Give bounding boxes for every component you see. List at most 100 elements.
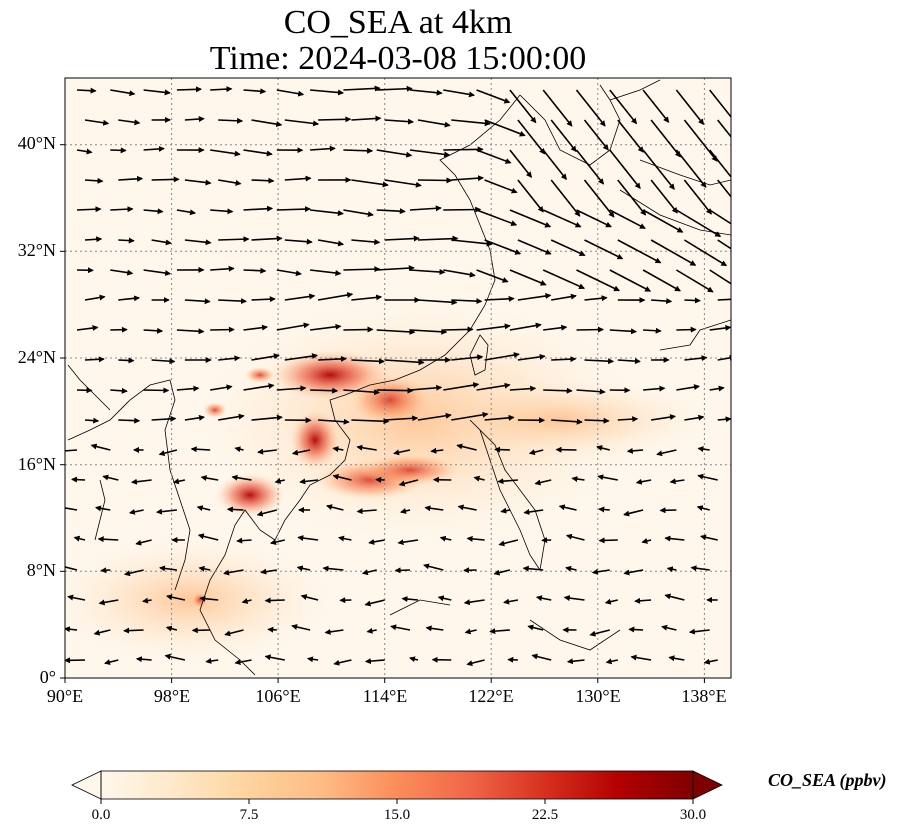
wind-vector-arrow [542,269,586,290]
wind-vector-arrow [223,569,244,576]
wind-vector-arrow [417,177,453,184]
wind-vector-arrow [234,659,252,666]
wind-vector-arrow [97,536,119,543]
wind-vector-arrow [343,147,374,154]
wind-vector-arrow [669,478,685,485]
wind-vector-arrow [575,89,606,127]
wind-vector-arrow [457,504,477,511]
wind-vector-arrow [466,659,485,667]
wind-vector-arrow [509,269,547,286]
wind-vector-arrow [243,383,275,391]
wind-vector-arrow [528,449,544,456]
wind-vector-arrow [198,565,211,572]
wind-vector-arrow [650,414,676,421]
map-frame [64,77,732,679]
wind-vector-arrow [351,115,382,122]
wind-vector-arrow [676,326,697,333]
wind-vector-arrow [351,238,381,245]
colorbar-tick-label-0: 0.0 [91,807,111,823]
wind-vector-arrow [394,567,411,574]
wind-vector-arrow [709,324,731,331]
wind-vector-arrow [566,658,585,665]
wind-vector-arrow [234,446,244,453]
wind-vector-arrow [84,356,105,363]
wind-vector-arrow [509,149,533,178]
colorbar-tick-label-22-5: 22.5 [531,807,559,823]
wind-vector-arrow [697,446,710,453]
wind-vector-arrow [700,534,718,541]
wind-vector-arrow [503,598,519,605]
wind-vector-arrow [500,507,511,514]
wind-vector-arrow [642,149,675,190]
wind-vector-arrow [609,209,646,230]
wind-vector-arrow [218,413,245,421]
wind-vector-arrow [417,299,458,306]
wind-vector-arrow [409,149,451,158]
wind-vector-arrow [463,599,485,606]
wind-vector-arrow [310,89,344,96]
wind-vector-arrow [664,535,685,542]
wind-vector-arrow [243,149,273,157]
lon-label-106e: 106°E [255,686,301,706]
wind-vector-arrow [243,205,274,212]
lat-label-0: 0° [39,667,56,687]
wind-vector-arrow [400,508,411,514]
wind-vector-arrow [299,478,319,485]
wind-vector-arrow [366,627,377,634]
wind-vector-arrow [376,265,415,272]
wind-vector-arrow [110,387,128,394]
wind-vector-arrow [597,474,618,481]
wind-vector-arrow [310,145,336,152]
wind-vector-arrow [443,146,484,153]
wind-vector-arrow [551,418,583,425]
colorbar-gradient [101,771,693,799]
wind-vector-arrow [668,655,685,662]
wind-vector-arrow [656,449,677,457]
wind-vector-arrow [484,295,515,302]
wind-vector-arrow [476,382,511,391]
lon-label-90e: 90°E [46,686,84,706]
wind-vector-arrow [576,269,621,292]
wind-vector-arrow [476,89,511,104]
wind-vector-arrow [425,625,444,632]
wind-vector-arrow [451,119,491,127]
wind-vector-arrow [142,597,152,604]
wind-vector-arrow [297,535,319,542]
lon-label-114e: 114°E [362,686,408,706]
wind-vector-arrow [598,537,618,544]
wind-vector-arrow [717,354,731,361]
wind-vector-arrow [484,119,526,137]
lat-label-24n: 24°N [17,347,56,367]
wind-vector-arrow [628,626,644,633]
wind-vector-arrow [276,385,307,392]
wind-vector-arrow [95,505,111,512]
wind-vector-arrow [584,239,624,260]
wind-vector-arrow [226,506,244,513]
wind-vector-arrow [143,208,164,215]
wind-vector-arrow [284,353,318,361]
wind-vector-arrow [65,626,78,633]
wind-vector-arrow [443,89,475,98]
wind-vector-arrow [151,176,180,183]
wind-vector-arrow [683,179,712,215]
wind-vector-arrow [356,508,377,515]
wind-vector-arrow [675,269,714,293]
wind-vector-arrow [364,599,385,607]
wind-vector-arrow [356,444,377,451]
wind-vector-arrow [333,659,352,666]
wind-vector-arrow [522,565,544,572]
wind-vector-arrow [84,177,104,184]
wind-vector-arrow [67,594,86,601]
wind-vector-arrow [210,86,233,93]
wind-vector-arrow [151,358,176,365]
wind-vector-arrow [172,478,186,485]
wind-vector-arrow [210,384,233,391]
wind-vector-arrow [451,354,484,361]
wind-vector-arrow [576,388,606,395]
wind-vector-arrow [493,569,511,576]
wind-vector-arrow [210,265,235,272]
wind-vector-arrow [224,629,244,637]
wind-vector-arrow [430,447,444,454]
wind-vector-arrow [417,412,452,421]
wind-vector-arrow [650,179,678,214]
